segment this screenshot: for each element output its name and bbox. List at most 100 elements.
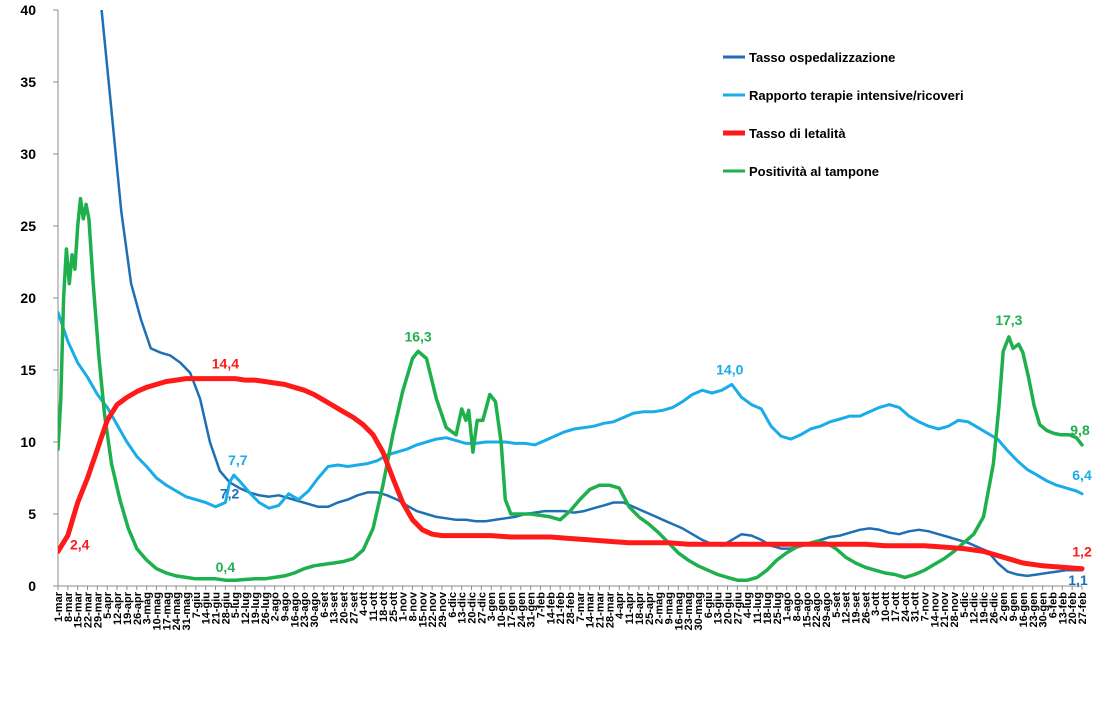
series-line-3 bbox=[58, 196, 1084, 582]
x-tick-label: 22-ago bbox=[811, 592, 823, 628]
x-tick-label: 25-apr bbox=[644, 591, 656, 625]
x-tick-label: 20-feb bbox=[1067, 592, 1079, 625]
x-tick-label: 25-lug bbox=[772, 592, 784, 624]
x-tick-label: 18-apr bbox=[634, 591, 646, 625]
y-tick-label: 10 bbox=[20, 434, 36, 450]
x-tick-label: 6-set bbox=[319, 592, 331, 618]
x-tick-label: 5-set bbox=[831, 592, 843, 618]
x-tick-label: 27-giu bbox=[732, 592, 744, 624]
y-tick-label: 0 bbox=[28, 578, 36, 594]
x-tick-label: 25-ott bbox=[388, 592, 400, 622]
x-tick-label: 8-ago bbox=[791, 592, 803, 622]
x-tick-label: 2-mag bbox=[654, 592, 666, 624]
x-tick-label: 10-ott bbox=[880, 592, 892, 622]
x-tick-label: 5-lug bbox=[230, 592, 242, 618]
x-tick-label: 14-mar bbox=[585, 591, 597, 628]
x-tick-label: 1-ago bbox=[782, 592, 794, 622]
x-tick-label: 1-nov bbox=[398, 591, 410, 621]
legend-label: Tasso ospedalizzazione bbox=[749, 50, 895, 65]
x-tick-label: 21-mar bbox=[595, 591, 607, 628]
x-tick-label: 7-nov bbox=[919, 591, 931, 621]
x-tick-label: 23-gen bbox=[1028, 592, 1040, 628]
x-tick-label: 22-nov bbox=[427, 591, 439, 627]
x-tick-label: 30-gen bbox=[1038, 592, 1050, 628]
data-label: 1,2 bbox=[1072, 544, 1092, 560]
x-tick-label: 15-nov bbox=[417, 591, 429, 627]
x-tick-label: 29-mar bbox=[92, 591, 104, 628]
x-tick-label: 20-dic bbox=[467, 592, 479, 624]
x-tick-label: 13-set bbox=[329, 592, 341, 624]
x-tick-label: 22-mar bbox=[83, 591, 95, 628]
x-tick-label: 16-ago bbox=[289, 592, 301, 628]
x-tick-label: 15-ago bbox=[801, 592, 813, 628]
x-tick-label: 6-feb bbox=[1047, 592, 1059, 619]
y-tick-label: 5 bbox=[28, 506, 36, 522]
x-tick-label: 16-mag bbox=[673, 592, 685, 631]
x-tick-label: 5-apr bbox=[102, 591, 114, 619]
x-tick-label: 12-dic bbox=[969, 592, 981, 624]
x-tick-label: 16-gen bbox=[1018, 592, 1030, 628]
x-tick-label: 30-ago bbox=[309, 592, 321, 628]
x-tick-label: 21-feb bbox=[555, 592, 567, 625]
x-tick-label: 5-dic bbox=[959, 592, 971, 618]
x-tick-label: 6-dic bbox=[447, 592, 459, 618]
x-tick-label: 26-set bbox=[860, 592, 872, 624]
x-tick-label: 17-gen bbox=[506, 592, 518, 628]
y-tick-label: 25 bbox=[20, 218, 36, 234]
x-tick-label: 13-giu bbox=[713, 592, 725, 624]
x-tick-label: 28-nov bbox=[949, 591, 961, 627]
x-tick-label: 8-mar bbox=[63, 591, 75, 622]
x-tick-label: 8-nov bbox=[407, 591, 419, 621]
x-tick-label: 27-feb bbox=[1077, 592, 1089, 625]
legend-label: Positività al tampone bbox=[749, 164, 879, 179]
x-tick-label: 2-gen bbox=[998, 592, 1010, 622]
x-axis: 1-mar8-mar15-mar22-mar29-mar5-apr12-apr1… bbox=[53, 585, 1089, 631]
x-tick-label: 21-giu bbox=[211, 592, 223, 624]
x-tick-label: 3-ott bbox=[870, 592, 882, 616]
data-label: 9,8 bbox=[1070, 422, 1090, 438]
x-tick-label: 20-set bbox=[339, 592, 351, 624]
x-tick-label: 27-dic bbox=[476, 592, 488, 624]
y-tick-label: 20 bbox=[20, 290, 36, 306]
x-tick-label: 27-set bbox=[348, 592, 360, 624]
series-line-2 bbox=[58, 376, 1085, 572]
x-tick-label: 26-lug bbox=[260, 592, 272, 624]
x-tick-label: 4-ott bbox=[358, 592, 370, 616]
data-label: 2,4 bbox=[70, 536, 90, 552]
x-tick-label: 2-ago bbox=[270, 592, 282, 622]
x-tick-label: 14-nov bbox=[929, 591, 941, 627]
x-tick-label: 7-giu bbox=[191, 592, 203, 618]
x-tick-label: 10-gen bbox=[496, 592, 508, 628]
data-label: 7,2 bbox=[220, 485, 240, 501]
y-tick-label: 30 bbox=[20, 146, 36, 162]
x-tick-label: 19-lug bbox=[250, 592, 262, 624]
y-tick-label: 15 bbox=[20, 362, 36, 378]
x-tick-label: 15-mar bbox=[73, 591, 85, 628]
x-tick-label: 10-mag bbox=[151, 592, 163, 631]
x-tick-label: 29-nov bbox=[437, 591, 449, 627]
x-tick-label: 4-lug bbox=[742, 592, 754, 618]
data-label: 14,4 bbox=[212, 356, 239, 372]
x-tick-label: 24-ott bbox=[900, 592, 912, 622]
x-tick-label: 28-giu bbox=[220, 592, 232, 624]
x-tick-label: 9-mag bbox=[663, 592, 675, 624]
x-tick-label: 7-feb bbox=[535, 592, 547, 619]
x-tick-label: 11-ott bbox=[368, 592, 380, 622]
data-label: 16,3 bbox=[404, 328, 431, 344]
x-tick-label: 9-ago bbox=[279, 592, 291, 622]
x-tick-label: 19-apr bbox=[122, 591, 134, 625]
x-tick-label: 31-mag bbox=[181, 592, 193, 631]
x-tick-label: 3-gen bbox=[486, 592, 498, 622]
legend-label: Rapporto terapie intensive/ricoveri bbox=[749, 88, 964, 103]
x-tick-label: 23-mag bbox=[683, 592, 695, 631]
x-tick-label: 12-apr bbox=[112, 591, 124, 625]
data-label: 14,0 bbox=[716, 361, 743, 377]
data-label: 0,4 bbox=[216, 559, 236, 575]
x-tick-label: 13-feb bbox=[1057, 592, 1069, 625]
x-tick-label: 24-mag bbox=[171, 592, 183, 631]
x-tick-label: 29-ago bbox=[821, 592, 833, 628]
x-tick-label: 17-mag bbox=[161, 592, 173, 631]
x-tick-label: 30-mag bbox=[693, 592, 705, 631]
y-tick-label: 40 bbox=[20, 2, 36, 18]
